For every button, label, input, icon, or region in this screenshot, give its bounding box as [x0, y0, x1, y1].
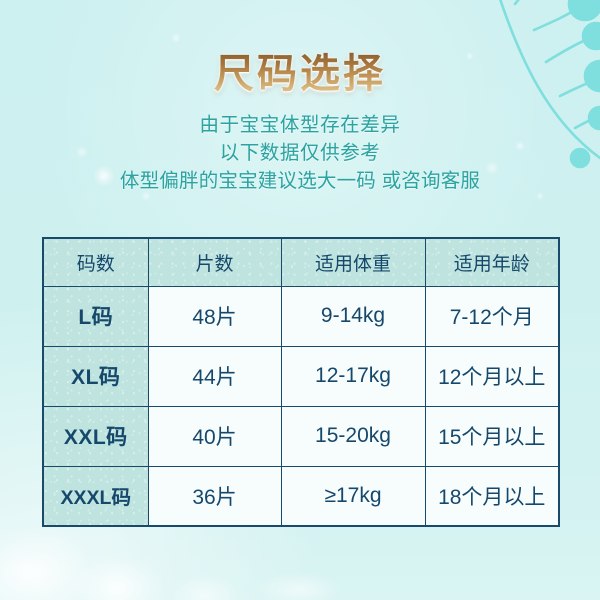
size-chart-table: 码数 片数 适用体重 适用年龄 L码 48片 9-14kg 7-12个月 XL码… [42, 237, 560, 527]
cell-count: 44片 [147, 345, 282, 407]
subtitle-line-1: 由于宝宝体型存在差异 [199, 113, 401, 136]
cell-weight: 12-17kg [280, 345, 426, 407]
cell-weight: ≥17kg [280, 465, 426, 527]
cell-age: 18个月以上 [424, 465, 560, 527]
column-header-size: 码数 [42, 237, 149, 287]
cell-size: XXXL码 [42, 465, 149, 527]
table-row: XL码 44片 12-17kg 12个月以上 [42, 345, 560, 407]
cell-size: XXL码 [42, 405, 149, 467]
cell-size: XL码 [42, 345, 149, 407]
column-header-age: 适用年龄 [424, 237, 560, 287]
table-row: L码 48片 9-14kg 7-12个月 [42, 285, 560, 347]
cell-weight: 9-14kg [280, 285, 426, 347]
cell-age: 15个月以上 [424, 405, 560, 467]
cell-age: 12个月以上 [424, 345, 560, 407]
cell-size: L码 [42, 285, 149, 347]
column-header-weight: 适用体重 [280, 237, 426, 287]
cell-count: 48片 [147, 285, 282, 347]
headline-block: 尺码选择 由于宝宝体型存在差异 以下数据仅供参考 体型偏胖的宝宝建议选大一码 或… [0, 0, 600, 195]
table-row: XXL码 40片 15-20kg 15个月以上 [42, 405, 560, 467]
page-title: 尺码选择 [0, 52, 600, 97]
subtitle-block: 由于宝宝体型存在差异 以下数据仅供参考 体型偏胖的宝宝建议选大一码 或咨询客服 [0, 111, 600, 195]
cell-count: 36片 [147, 465, 282, 527]
subtitle-line-2: 以下数据仅供参考 [219, 141, 381, 164]
table-row: XXXL码 36片 ≥17kg 18个月以上 [42, 465, 560, 527]
column-header-count: 片数 [147, 237, 282, 287]
subtitle-line-3: 体型偏胖的宝宝建议选大一码 或咨询客服 [119, 169, 481, 192]
cell-weight: 15-20kg [280, 405, 426, 467]
cell-count: 40片 [147, 405, 282, 467]
table-header-row: 码数 片数 适用体重 适用年龄 [42, 237, 560, 287]
cell-age: 7-12个月 [424, 285, 560, 347]
